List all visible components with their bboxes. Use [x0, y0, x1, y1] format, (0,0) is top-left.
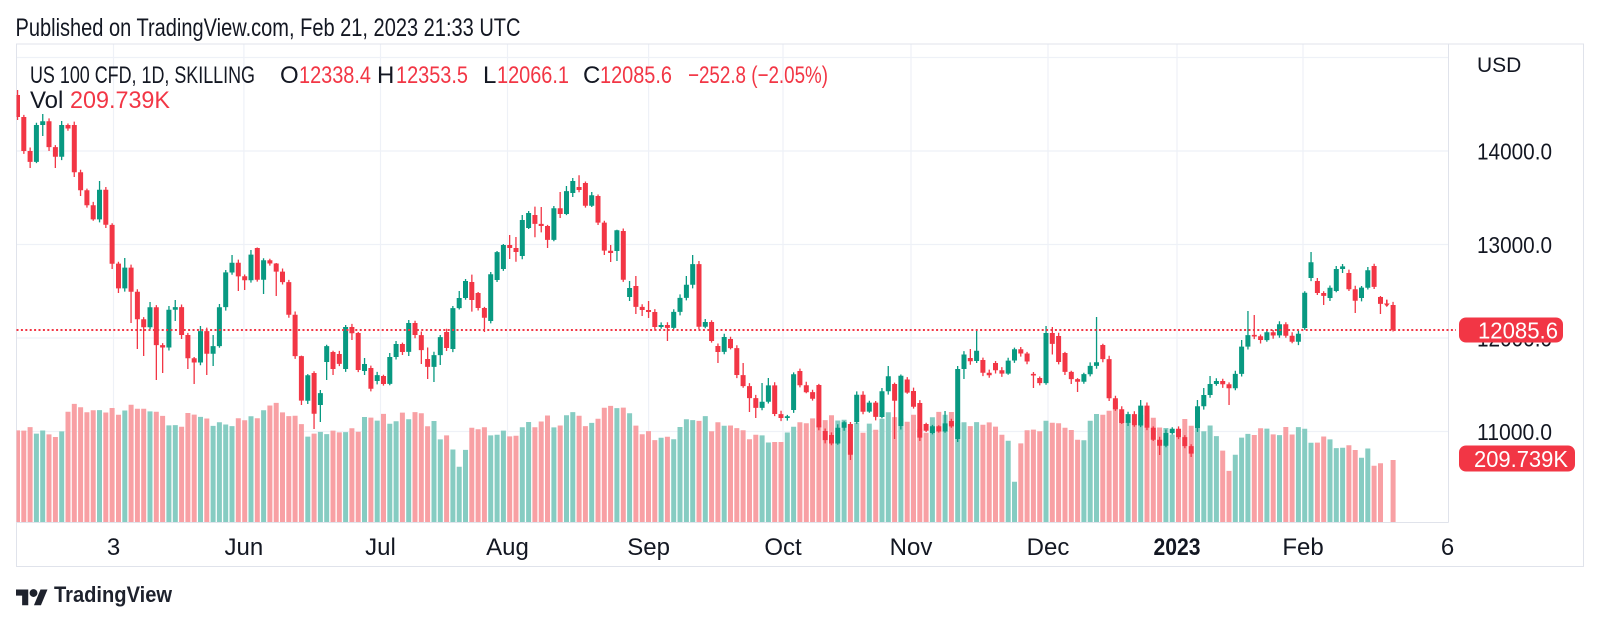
svg-text:209.739K: 209.739K: [1474, 446, 1569, 472]
svg-text:H: H: [377, 62, 394, 89]
svg-text:L: L: [483, 62, 496, 89]
svg-text:Jul: Jul: [365, 534, 396, 561]
svg-text:14000.0: 14000.0: [1477, 139, 1552, 165]
svg-text:12338.4: 12338.4: [299, 62, 371, 89]
svg-text:US 100 CFD, 1D, SKILLING: US 100 CFD, 1D, SKILLING: [30, 62, 255, 89]
svg-text:12085.6: 12085.6: [600, 62, 672, 89]
svg-text:11000.0: 11000.0: [1477, 419, 1552, 445]
svg-text:TradingView: TradingView: [54, 582, 173, 607]
svg-text:Published on TradingView.com,: Published on TradingView.com, Feb 21, 20…: [16, 14, 521, 42]
svg-text:USD: USD: [1477, 54, 1521, 77]
svg-text:Aug: Aug: [486, 534, 529, 561]
svg-text:3: 3: [107, 534, 120, 561]
svg-text:Sep: Sep: [627, 534, 670, 561]
svg-text:Vol: Vol: [30, 87, 63, 114]
svg-text:Feb: Feb: [1282, 534, 1323, 561]
svg-text:2023: 2023: [1154, 534, 1201, 561]
svg-text:209.739K: 209.739K: [70, 87, 170, 114]
svg-text:Oct: Oct: [764, 534, 802, 561]
svg-text:Dec: Dec: [1027, 534, 1070, 561]
svg-text:Nov: Nov: [890, 534, 933, 561]
svg-text:12353.5: 12353.5: [396, 62, 468, 89]
svg-text:Jun: Jun: [225, 534, 264, 561]
svg-text:6: 6: [1441, 534, 1454, 561]
svg-text:12085.6: 12085.6: [1478, 318, 1558, 344]
svg-text:13000.0: 13000.0: [1477, 232, 1552, 258]
svg-text:12066.1: 12066.1: [497, 62, 569, 89]
svg-text:−252.8 (−2.05%): −252.8 (−2.05%): [688, 62, 828, 89]
svg-text:O: O: [280, 62, 299, 89]
svg-text:C: C: [583, 62, 600, 89]
